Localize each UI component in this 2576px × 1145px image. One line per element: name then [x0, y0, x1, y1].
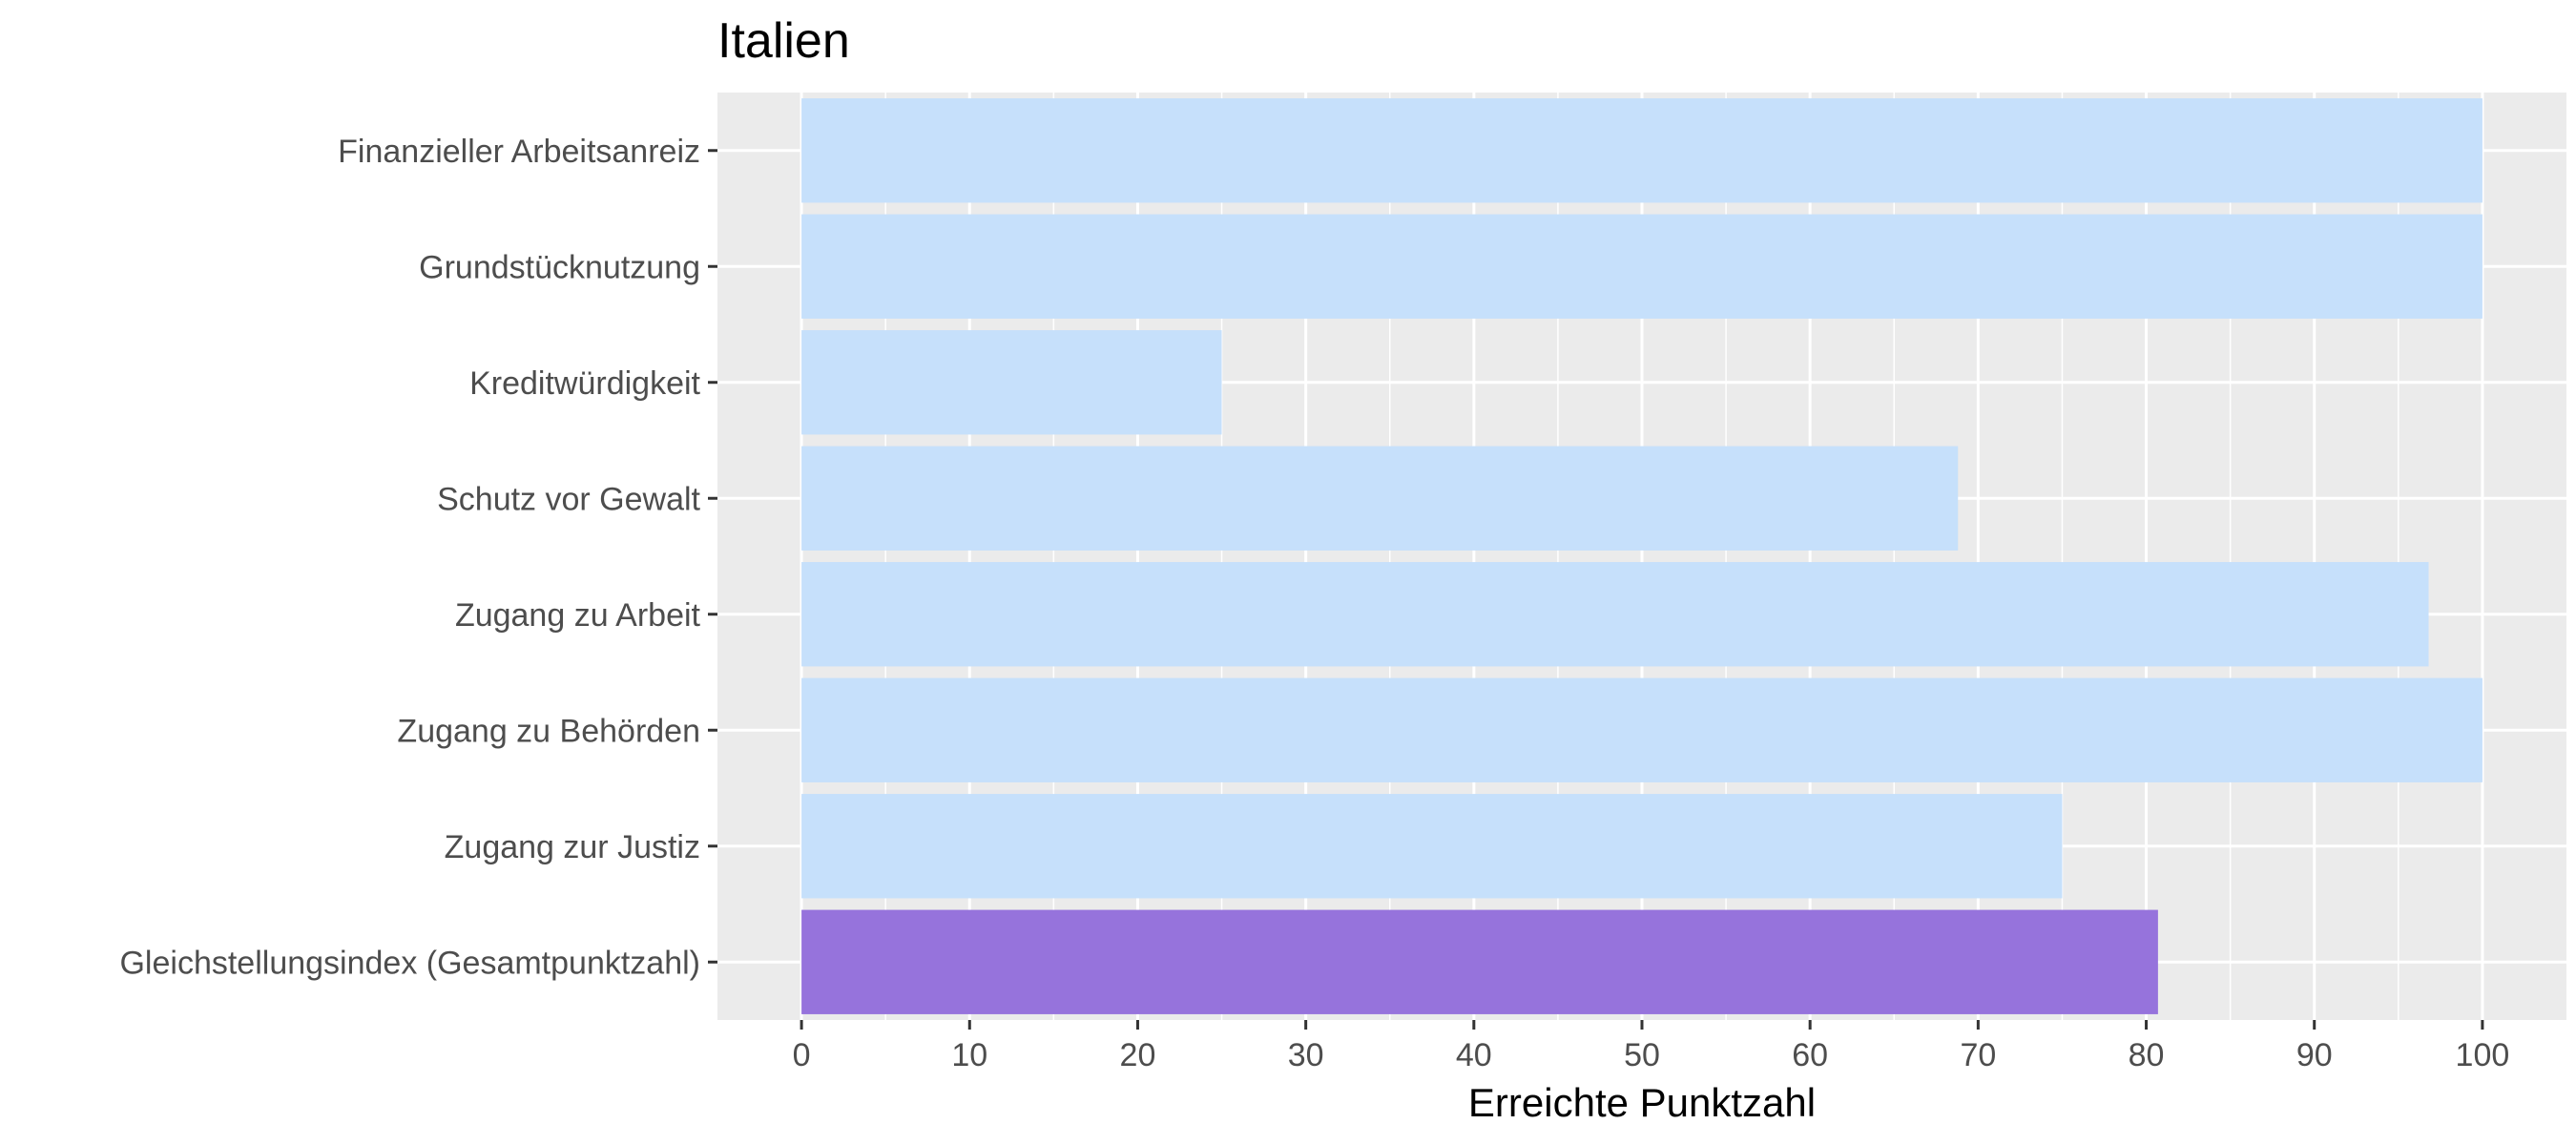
x-tick-label: 0 [793, 1037, 811, 1073]
y-tick-label: Kreditwürdigkeit [469, 365, 700, 402]
y-tick-label: Finanzieller Arbeitsanreiz [338, 134, 700, 170]
bar [801, 446, 1959, 551]
x-axis: 0 10 20 30 40 50 60 70 80 90 100 [793, 1020, 2510, 1073]
y-tick-label: Gleichstellungsindex (Gesamtpunktzahl) [119, 945, 700, 981]
x-tick-label: 90 [2296, 1037, 2333, 1073]
bar-total-index [801, 909, 2158, 1014]
x-axis-title: Erreichte Punktzahl [1468, 1080, 1816, 1125]
bar [801, 214, 2483, 319]
x-tick-label: 40 [1456, 1037, 1492, 1073]
x-tick-label: 10 [951, 1037, 987, 1073]
y-tick-label: Zugang zu Arbeit [455, 597, 701, 634]
x-tick-label: 50 [1624, 1037, 1660, 1073]
bars [801, 98, 2483, 1014]
y-tick-label: Zugang zu Behörden [397, 713, 700, 749]
x-tick-label: 30 [1288, 1037, 1324, 1073]
bar [801, 330, 1222, 435]
x-tick-label: 20 [1120, 1037, 1156, 1073]
x-tick-label: 100 [2456, 1037, 2510, 1073]
y-axis: Finanzieller Arbeitsanreiz Grundstücknutz… [119, 134, 717, 981]
y-tick-label: Grundstücknutzung [419, 249, 700, 285]
bar [801, 98, 2483, 203]
y-tick-label: Zugang zur Justiz [445, 829, 700, 865]
x-tick-label: 60 [1792, 1037, 1828, 1073]
bar [801, 562, 2429, 667]
x-tick-label: 80 [2129, 1037, 2165, 1073]
x-tick-label: 70 [1960, 1037, 1996, 1073]
bar [801, 794, 2063, 899]
chart-title: Italien [717, 13, 850, 69]
bar [801, 677, 2483, 782]
y-tick-label: Schutz vor Gewalt [437, 481, 700, 517]
